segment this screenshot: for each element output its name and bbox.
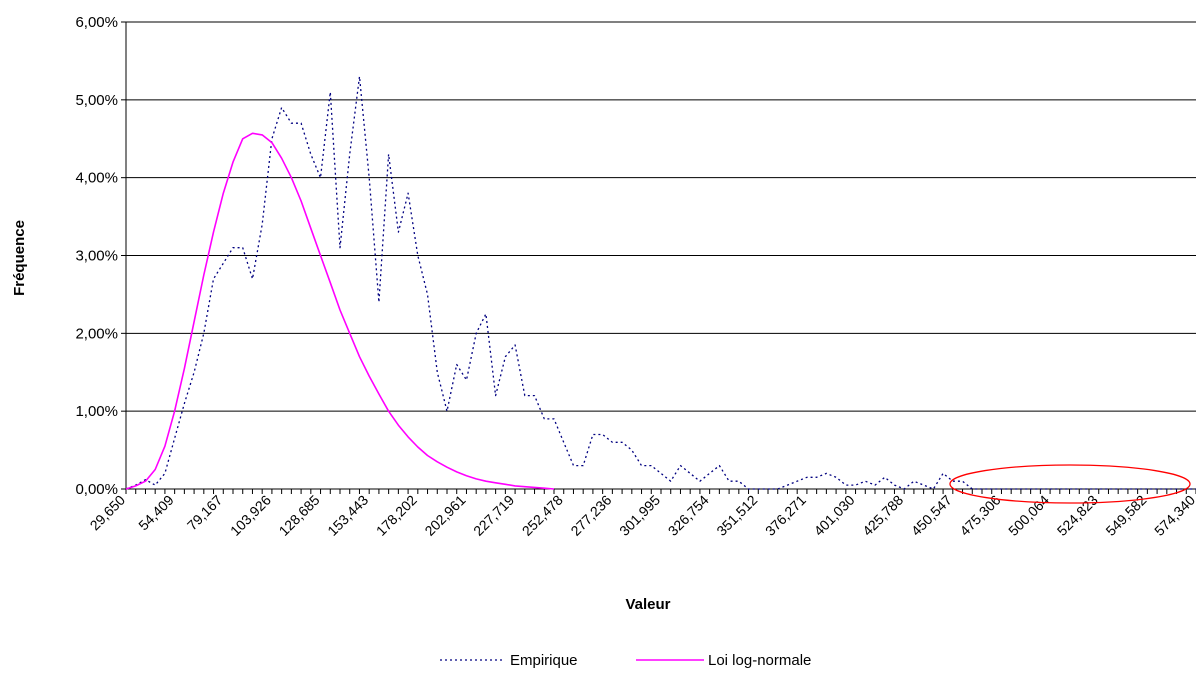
x-axis-ticks: 29,650 54,409 79,167 103,926 128,685 153,443 1…: [87, 489, 1196, 539]
x-tick-label: 524,823: [1054, 492, 1101, 539]
y-axis-title: Fréquence: [11, 220, 28, 296]
y-tick-label: 1,00%: [75, 403, 118, 420]
x-tick-label: 277,236: [567, 492, 614, 539]
legend-label-lognormal: Loi log-normale: [708, 652, 811, 669]
series-line-empirique: [125, 75, 1196, 490]
x-tick-label: 178,202: [373, 492, 420, 539]
x-tick-label: 103,926: [227, 492, 274, 539]
x-tick-label: 425,788: [859, 492, 906, 539]
x-tick-label: 227,719: [470, 492, 517, 539]
y-tick-label: 3,00%: [75, 248, 118, 265]
x-tick-label: 54,409: [135, 492, 177, 534]
legend: Empirique Loi log-normale: [440, 652, 811, 669]
x-tick-label: 326,754: [665, 492, 712, 539]
tail-highlight-ellipse: [949, 464, 1191, 504]
x-tick-label: 574,340: [1151, 492, 1196, 539]
x-tick-label: 301,995: [616, 492, 663, 539]
series-line-log-normale: [125, 132, 555, 490]
y-tick-label: 2,00%: [75, 325, 118, 342]
x-axis-title: Valeur: [625, 596, 670, 613]
x-tick-label: 128,685: [276, 492, 323, 539]
x-tick-label: 450,547: [908, 492, 955, 539]
x-tick-label: 153,443: [324, 492, 371, 539]
x-tick-label: 79,167: [184, 492, 226, 534]
y-tick-label: 6,00%: [75, 14, 118, 31]
x-tick-label: 500,064: [1005, 492, 1052, 539]
y-tick-label: 0,00%: [75, 481, 118, 498]
x-tick-label: 376,271: [762, 492, 809, 539]
y-tick-label: 5,00%: [75, 92, 118, 109]
series-layer: [125, 75, 1196, 490]
x-tick-label: 202,961: [421, 492, 468, 539]
gridlines: [126, 21, 1196, 412]
legend-label-empirique: Empirique: [510, 652, 578, 669]
y-tick-label: 4,00%: [75, 170, 118, 187]
y-axis-ticks: 0,00% 1,00% 2,00% 3,00% 4,00% 5,00% 6,00%: [75, 14, 126, 498]
x-tick-label: 401,030: [811, 492, 858, 539]
x-tick-label: 351,512: [713, 492, 760, 539]
x-tick-label: 252,478: [519, 492, 566, 539]
